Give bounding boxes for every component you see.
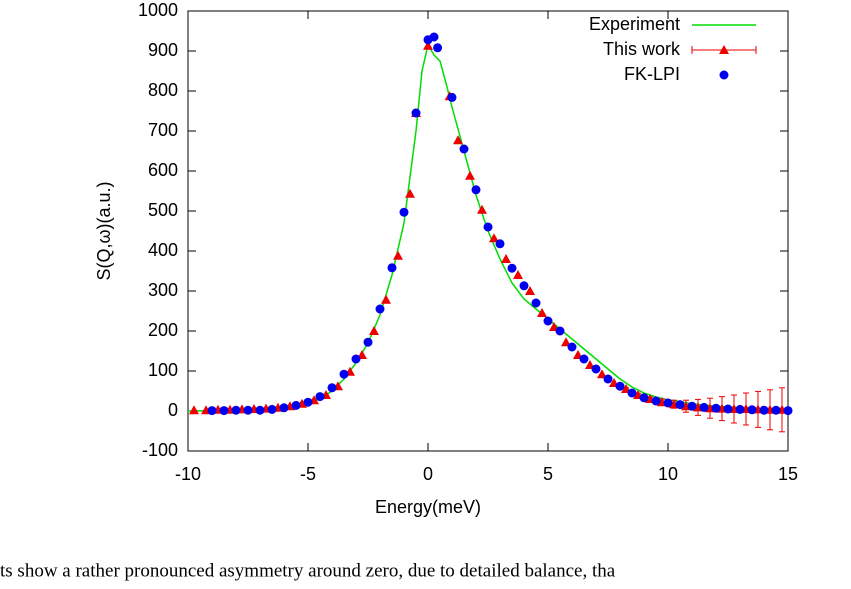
data-point: [735, 404, 745, 414]
data-point: [399, 207, 409, 217]
data-point: [711, 403, 721, 413]
data-point: [369, 326, 379, 335]
x-tick-label: -5: [300, 464, 316, 484]
data-point: [603, 374, 613, 384]
x-tick-label: 5: [543, 464, 553, 484]
data-point: [639, 393, 649, 403]
data-point: [579, 354, 589, 364]
data-point: [291, 400, 301, 410]
body-text: ts show a rather pronounced asymmetry ar…: [0, 560, 616, 581]
data-point: [327, 383, 337, 393]
x-tick-label: 15: [778, 464, 798, 484]
data-point: [561, 337, 571, 347]
legend-swatch: [719, 70, 729, 80]
data-point: [433, 43, 443, 53]
data-point: [537, 308, 547, 317]
x-axis-label: Energy(meV): [375, 497, 481, 517]
y-tick-label: -100: [142, 440, 178, 460]
data-point: [411, 108, 421, 118]
data-point: [381, 294, 391, 304]
data-point: [465, 170, 475, 180]
legend-label: This work: [603, 39, 681, 59]
x-tick-label: -10: [175, 464, 201, 484]
data-point: [243, 405, 253, 415]
y-tick-label: 900: [148, 40, 178, 60]
data-point: [363, 337, 373, 347]
data-point: [453, 135, 463, 145]
data-point: [627, 388, 637, 398]
data-point: [567, 342, 577, 352]
data-point: [231, 405, 241, 415]
data-point: [375, 304, 385, 314]
data-point: [489, 233, 499, 243]
data-point: [501, 254, 511, 263]
y-axis-label: S(Q,ω)(a.u.): [94, 181, 114, 280]
legend-label: FK-LPI: [624, 64, 680, 84]
data-point: [405, 188, 415, 198]
data-point: [267, 404, 277, 414]
x-tick-label: 0: [423, 464, 433, 484]
y-tick-label: 700: [148, 120, 178, 140]
data-point: [519, 281, 529, 291]
data-point: [303, 397, 313, 407]
y-tick-label: 1000: [138, 0, 178, 20]
data-point: [423, 40, 433, 50]
data-point: [393, 250, 403, 260]
data-point: [555, 326, 565, 336]
y-tick-label: 800: [148, 80, 178, 100]
y-tick-label: 500: [148, 200, 178, 220]
data-point: [687, 401, 697, 411]
legend-label: Experiment: [589, 14, 680, 34]
data-point: [783, 406, 793, 416]
data-point: [651, 396, 661, 406]
data-point: [447, 92, 457, 102]
data-point: [483, 222, 493, 232]
data-point: [219, 406, 229, 416]
y-tick-label: 0: [168, 400, 178, 420]
data-point: [723, 404, 733, 414]
data-point: [279, 403, 289, 413]
data-point: [189, 405, 199, 415]
data-point: [513, 270, 523, 279]
data-point: [315, 392, 325, 402]
data-point: [663, 398, 673, 408]
data-point: [207, 406, 217, 416]
data-point: [429, 32, 439, 42]
data-point: [525, 286, 535, 295]
y-tick-label: 200: [148, 320, 178, 340]
data-point: [699, 402, 709, 412]
data-point: [351, 354, 361, 364]
x-tick-label: 10: [658, 464, 678, 484]
data-point: [339, 369, 349, 379]
y-tick-label: 600: [148, 160, 178, 180]
data-point: [771, 405, 781, 415]
data-point: [477, 204, 487, 214]
data-point: [495, 239, 505, 249]
data-point: [591, 364, 601, 374]
y-tick-label: 100: [148, 360, 178, 380]
data-point: [675, 400, 685, 410]
data-point: [543, 316, 553, 326]
data-point: [615, 381, 625, 391]
data-point: [459, 144, 469, 154]
legend-swatch: [719, 45, 729, 54]
data-point: [471, 185, 481, 195]
plot-frame: [187, 10, 789, 452]
data-point: [747, 405, 757, 415]
data-point: [759, 405, 769, 415]
data-point: [531, 298, 541, 308]
data-point: [387, 263, 397, 273]
data-point: [597, 369, 607, 379]
y-tick-label: 400: [148, 240, 178, 260]
data-point: [507, 263, 517, 273]
data-point: [255, 405, 265, 415]
y-tick-label: 300: [148, 280, 178, 300]
